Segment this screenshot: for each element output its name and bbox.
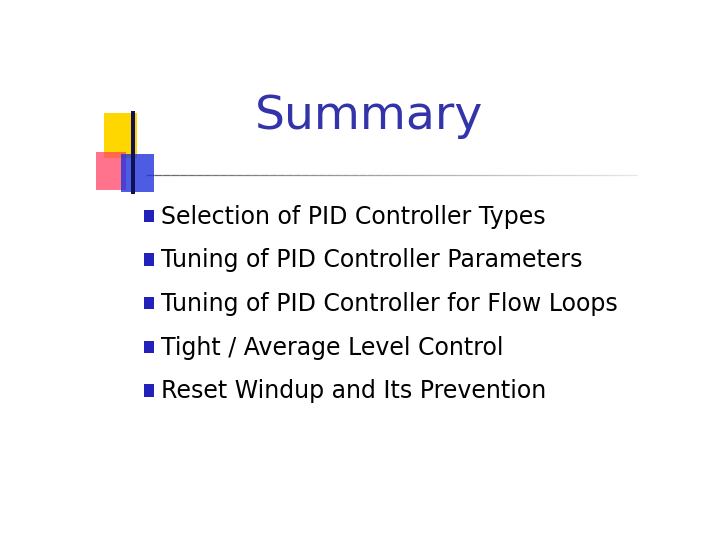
Bar	[143, 253, 153, 266]
Bar	[143, 384, 153, 397]
Bar	[131, 111, 135, 194]
Bar	[96, 152, 126, 190]
Bar	[143, 297, 153, 309]
Bar	[104, 113, 138, 158]
Text: Tuning of PID Controller Parameters: Tuning of PID Controller Parameters	[161, 248, 583, 272]
Bar	[121, 154, 154, 192]
Text: Reset Windup and Its Prevention: Reset Windup and Its Prevention	[161, 379, 546, 403]
Bar	[143, 341, 153, 353]
Text: Summary: Summary	[255, 94, 483, 139]
Text: Tuning of PID Controller for Flow Loops: Tuning of PID Controller for Flow Loops	[161, 292, 618, 316]
Text: Selection of PID Controller Types: Selection of PID Controller Types	[161, 205, 546, 228]
Text: Tight / Average Level Control: Tight / Average Level Control	[161, 335, 504, 360]
Bar	[143, 210, 153, 222]
